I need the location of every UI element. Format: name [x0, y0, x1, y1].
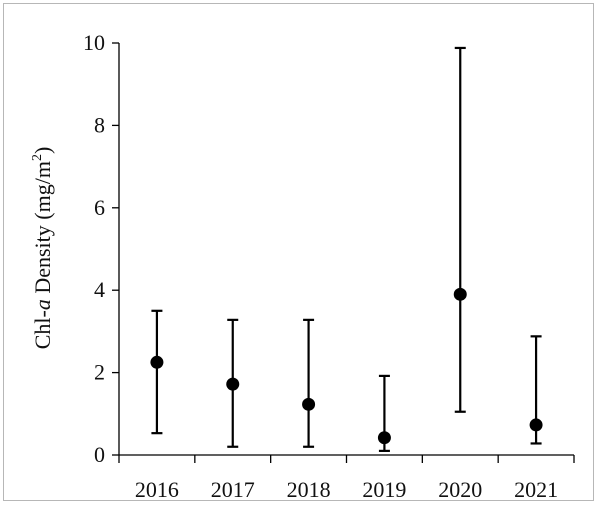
y-tick-label: 2: [94, 360, 105, 385]
data-point: [226, 377, 240, 391]
x-tick-label: 2019: [362, 477, 406, 502]
chart-frame: [3, 3, 594, 501]
y-tick-label: 4: [94, 277, 105, 302]
data-points: [150, 287, 543, 445]
error-bars: [151, 46, 542, 452]
x-tick-label: 2018: [287, 477, 331, 502]
x-tick-label: 2020: [438, 477, 482, 502]
y-tick-label: 0: [94, 442, 105, 467]
axes: [112, 42, 575, 463]
y-axis-title: Chl-a Density (mg/m2): [30, 147, 55, 350]
data-point: [150, 355, 164, 369]
tick-labels: 0 2 4 6 8 10 2016 2017 2018 2019 2020 2021: [83, 30, 558, 502]
x-tick-label: 2017: [211, 477, 255, 502]
data-point: [529, 418, 543, 432]
data-point: [453, 287, 467, 301]
data-point: [377, 431, 391, 445]
x-tick-label: 2016: [135, 477, 179, 502]
y-tick-label: 10: [83, 30, 105, 55]
data-point: [302, 397, 316, 411]
y-tick-label: 6: [94, 195, 105, 220]
y-tick-label: 8: [94, 112, 105, 137]
x-tick-label: 2021: [514, 477, 558, 502]
